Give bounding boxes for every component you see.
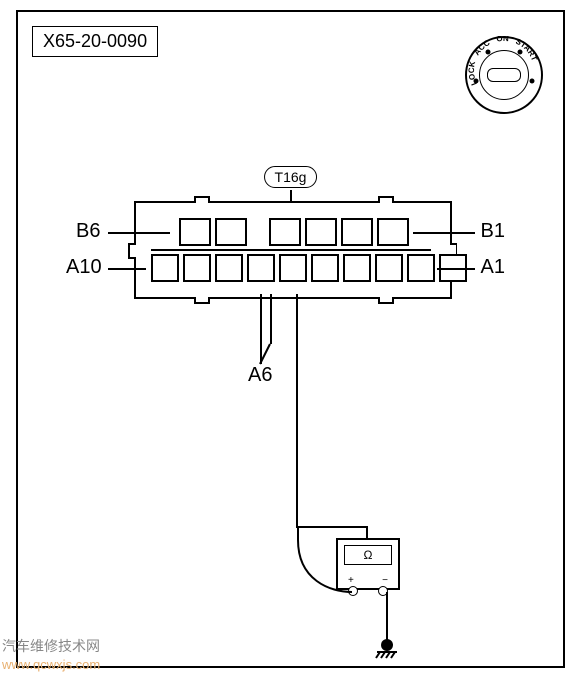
label-a1: A1 bbox=[481, 256, 505, 279]
probe-minus-lead bbox=[386, 592, 388, 642]
lead-a10 bbox=[108, 268, 146, 270]
connector-body bbox=[131, 202, 451, 298]
connector-t16g: T16g bbox=[131, 202, 451, 298]
pin-b2 bbox=[341, 218, 373, 246]
lead-b6 bbox=[108, 232, 170, 234]
svg-text:LOCK ACC: LOCK ACC ON START bbox=[467, 36, 539, 87]
connector-shell bbox=[125, 196, 457, 304]
wire-main-down bbox=[296, 294, 298, 526]
pin-a8 bbox=[215, 254, 243, 282]
lead-a1 bbox=[437, 268, 475, 270]
probe-plus-lead bbox=[290, 520, 354, 594]
label-a10: A10 bbox=[66, 256, 102, 279]
pin-b4 bbox=[269, 218, 301, 246]
connector-row-a bbox=[151, 254, 467, 282]
pin-a6 bbox=[279, 254, 307, 282]
pin-a7 bbox=[247, 254, 275, 282]
pin-b5 bbox=[215, 218, 247, 246]
meter-minus-label: − bbox=[382, 575, 388, 586]
lead-b1 bbox=[413, 232, 475, 234]
wire-a6-right bbox=[270, 294, 272, 344]
diagram-id: X65-20-0090 bbox=[43, 31, 147, 51]
pin-a10 bbox=[151, 254, 179, 282]
pin-a9 bbox=[183, 254, 211, 282]
pin-a4 bbox=[343, 254, 371, 282]
diagram-id-box: X65-20-0090 bbox=[32, 26, 158, 57]
pin-b1 bbox=[377, 218, 409, 246]
connector-tag: T16g bbox=[264, 166, 318, 188]
pin-a3 bbox=[375, 254, 403, 282]
watermark-line2: www.qcwxjs.com bbox=[2, 657, 100, 672]
pin-b3 bbox=[305, 218, 337, 246]
diagram-frame: X65-20-0090 LOCK ACC ON bbox=[16, 10, 565, 668]
pin-b6 bbox=[179, 218, 211, 246]
pin-a2 bbox=[407, 254, 435, 282]
watermark-line1: 汽车维修技术网 bbox=[2, 636, 100, 656]
ignition-ring-text: LOCK ACC ON START bbox=[465, 36, 543, 114]
connector-row-b bbox=[179, 218, 409, 246]
label-b1: B1 bbox=[481, 220, 505, 243]
ground-symbol-icon bbox=[374, 638, 400, 660]
pin-a5 bbox=[311, 254, 339, 282]
ignition-switch-icon: LOCK ACC ON START bbox=[465, 36, 543, 114]
label-a6: A6 bbox=[248, 364, 272, 387]
label-b6: B6 bbox=[76, 220, 100, 243]
